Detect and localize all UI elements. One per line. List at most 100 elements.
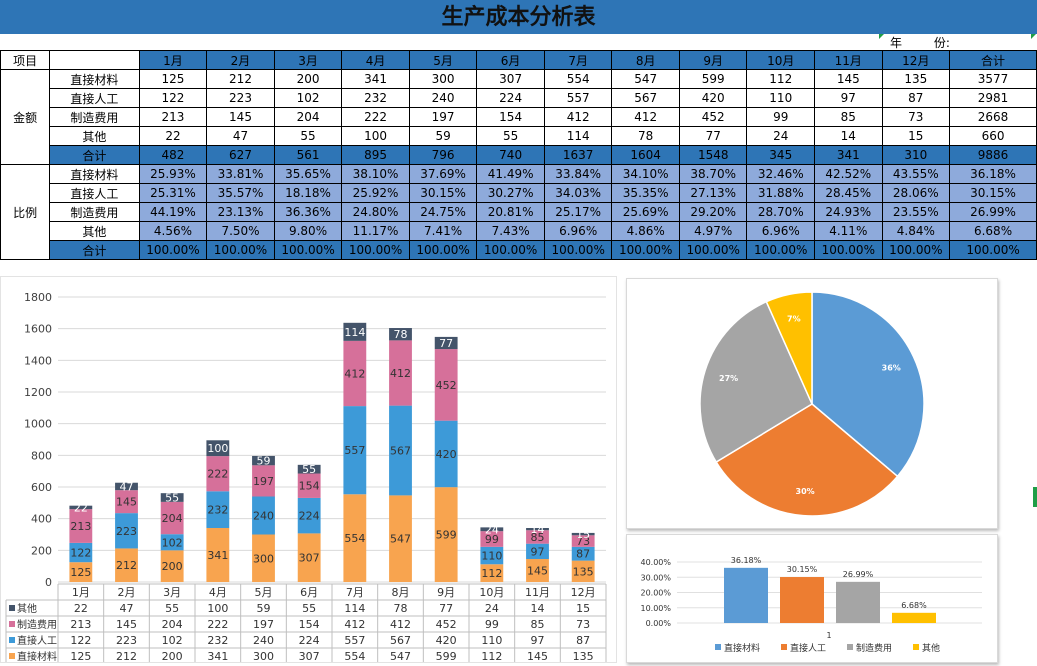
table-cell[interactable]: 212 [206, 69, 275, 89]
table-cell[interactable]: 122 [138, 88, 208, 108]
total-cell[interactable]: 100.00% [611, 240, 680, 260]
table-cell[interactable]: 18.18% [273, 183, 343, 203]
table-cell[interactable]: 412 [611, 107, 680, 127]
table-cell[interactable]: 29.20% [678, 202, 748, 222]
table-cell[interactable]: 24.80% [341, 202, 410, 222]
table-cell[interactable]: 25.92% [341, 183, 410, 203]
total-cell[interactable]: 482 [138, 145, 208, 165]
row-total[interactable]: 6.68% [949, 221, 1037, 241]
table-header-blank[interactable] [49, 50, 140, 70]
table-cell[interactable]: 27.13% [678, 183, 748, 203]
total-cell[interactable]: 310 [881, 145, 951, 165]
row-label[interactable]: 其他 [49, 221, 140, 241]
table-cell[interactable]: 4.56% [138, 221, 208, 241]
row-total[interactable]: 2981 [949, 88, 1037, 108]
table-cell[interactable]: 412 [543, 107, 613, 127]
total-cell[interactable]: 100.00% [476, 240, 545, 260]
table-cell[interactable]: 204 [273, 107, 343, 127]
total-cell[interactable]: 796 [408, 145, 478, 165]
total-header[interactable]: 合计 [949, 50, 1037, 70]
total-cell[interactable]: 100.00% [543, 240, 613, 260]
total-cell[interactable]: 1548 [678, 145, 748, 165]
table-cell[interactable]: 7.41% [408, 221, 478, 241]
table-cell[interactable]: 85 [814, 107, 883, 127]
table-cell[interactable]: 42.52% [814, 164, 883, 184]
table-cell[interactable]: 100 [341, 126, 410, 146]
table-cell[interactable]: 557 [543, 88, 613, 108]
month-header[interactable]: 10月 [746, 50, 816, 70]
table-cell[interactable]: 4.97% [678, 221, 748, 241]
table-cell[interactable]: 33.84% [543, 164, 613, 184]
row-total[interactable]: 26.99% [949, 202, 1037, 222]
table-cell[interactable]: 25.31% [138, 183, 208, 203]
table-cell[interactable]: 110 [746, 88, 816, 108]
table-cell[interactable]: 37.69% [408, 164, 478, 184]
table-cell[interactable]: 28.70% [746, 202, 816, 222]
table-cell[interactable]: 6.96% [543, 221, 613, 241]
table-cell[interactable]: 23.13% [206, 202, 275, 222]
grand-total[interactable]: 9886 [949, 145, 1037, 165]
table-cell[interactable]: 32.46% [746, 164, 816, 184]
table-cell[interactable]: 197 [408, 107, 478, 127]
table-cell[interactable]: 24.93% [814, 202, 883, 222]
table-cell[interactable]: 30.27% [476, 183, 545, 203]
table-cell[interactable]: 114 [543, 126, 613, 146]
row-total[interactable]: 30.15% [949, 183, 1037, 203]
month-header[interactable]: 11月 [814, 50, 883, 70]
row-label[interactable]: 直接材料 [49, 69, 140, 89]
table-cell[interactable]: 38.70% [678, 164, 748, 184]
table-cell[interactable]: 41.49% [476, 164, 545, 184]
table-cell[interactable]: 452 [678, 107, 748, 127]
table-cell[interactable]: 36.36% [273, 202, 343, 222]
table-cell[interactable]: 4.86% [611, 221, 680, 241]
row-total[interactable]: 660 [949, 126, 1037, 146]
table-cell[interactable]: 300 [408, 69, 478, 89]
table-cell[interactable]: 4.84% [881, 221, 951, 241]
total-cell[interactable]: 740 [476, 145, 545, 165]
table-cell[interactable]: 7.43% [476, 221, 545, 241]
table-cell[interactable]: 23.55% [881, 202, 951, 222]
row-label[interactable]: 直接材料 [49, 164, 140, 184]
table-cell[interactable]: 44.19% [138, 202, 208, 222]
table-cell[interactable]: 35.57% [206, 183, 275, 203]
table-cell[interactable]: 240 [408, 88, 478, 108]
table-cell[interactable]: 222 [341, 107, 410, 127]
total-cell[interactable]: 100.00% [746, 240, 816, 260]
table-cell[interactable]: 232 [341, 88, 410, 108]
table-cell[interactable]: 77 [678, 126, 748, 146]
total-cell[interactable]: 1604 [611, 145, 680, 165]
month-header[interactable]: 5月 [408, 50, 478, 70]
month-header[interactable]: 12月 [881, 50, 951, 70]
table-cell[interactable]: 547 [611, 69, 680, 89]
total-cell[interactable]: 100.00% [138, 240, 208, 260]
table-cell[interactable]: 420 [678, 88, 748, 108]
month-header[interactable]: 8月 [611, 50, 680, 70]
table-cell[interactable]: 213 [138, 107, 208, 127]
pie-chart-panel[interactable]: 36% 30% 27% 7% [626, 278, 998, 529]
table-cell[interactable]: 4.11% [814, 221, 883, 241]
grand-total[interactable]: 100.00% [949, 240, 1037, 260]
table-cell[interactable]: 34.10% [611, 164, 680, 184]
month-header[interactable]: 2月 [206, 50, 275, 70]
table-cell[interactable]: 599 [678, 69, 748, 89]
table-cell[interactable]: 24 [746, 126, 816, 146]
table-cell[interactable]: 112 [746, 69, 816, 89]
table-cell[interactable]: 224 [476, 88, 545, 108]
table-cell[interactable]: 24.75% [408, 202, 478, 222]
table-cell[interactable]: 35.35% [611, 183, 680, 203]
table-cell[interactable]: 43.55% [881, 164, 951, 184]
total-cell[interactable]: 895 [341, 145, 410, 165]
total-cell[interactable]: 100.00% [408, 240, 478, 260]
table-cell[interactable]: 135 [881, 69, 951, 89]
table-cell[interactable]: 30.15% [408, 183, 478, 203]
month-header[interactable]: 6月 [476, 50, 545, 70]
total-cell[interactable]: 100.00% [206, 240, 275, 260]
table-cell[interactable]: 35.65% [273, 164, 343, 184]
ratio-group-label[interactable]: 比例 [0, 164, 51, 260]
table-cell[interactable]: 78 [611, 126, 680, 146]
total-cell[interactable]: 1637 [543, 145, 613, 165]
table-cell[interactable]: 9.80% [273, 221, 343, 241]
total-cell[interactable]: 561 [273, 145, 343, 165]
table-cell[interactable]: 55 [273, 126, 343, 146]
row-label[interactable]: 直接人工 [49, 88, 140, 108]
